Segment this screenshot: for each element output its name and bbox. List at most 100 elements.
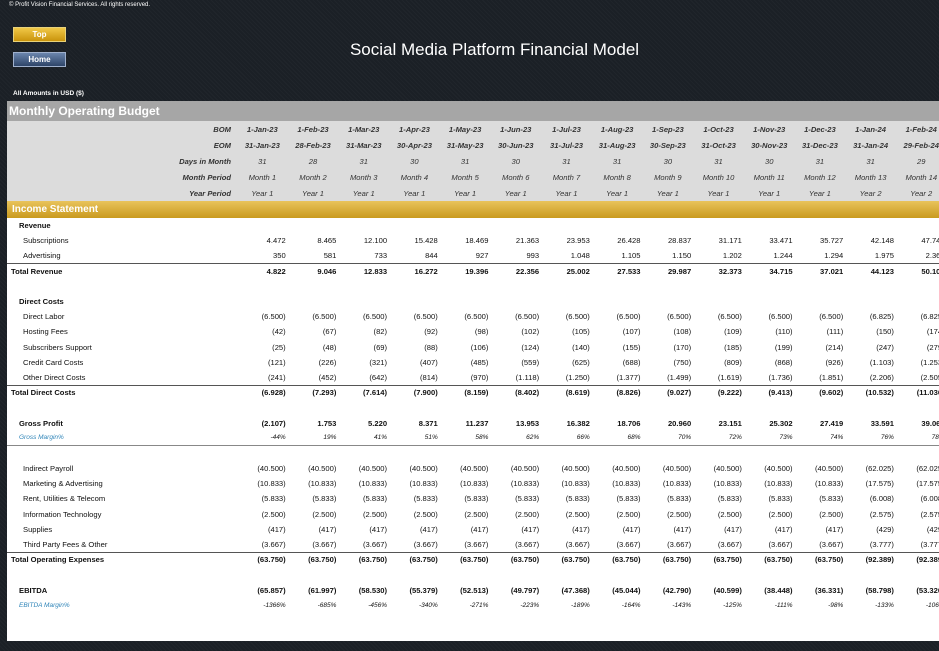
value-cell: (926) xyxy=(825,357,844,367)
value-cell: (25) xyxy=(272,342,286,352)
period-header-cell: 31-Mar-23 xyxy=(340,137,392,153)
value-cell: (9.222) xyxy=(695,384,746,401)
value-cell: (429) xyxy=(926,524,939,534)
period-header-cell: 30-Jun-23 xyxy=(492,137,544,153)
top-button[interactable]: Top xyxy=(13,27,66,42)
period-header-cell: 1-Feb-24 xyxy=(897,121,939,137)
period-header-cell: Year 1 xyxy=(340,185,392,201)
row-label: Total Revenue xyxy=(7,263,239,279)
value-cell: (47.368) xyxy=(561,585,590,595)
margin-cell: -143% xyxy=(672,601,692,609)
period-header-cell: 30-Apr-23 xyxy=(391,137,442,153)
value-cell: (2.500) xyxy=(261,509,286,519)
value-cell: (40.500) xyxy=(561,464,590,474)
period-header-cell: Year 1 xyxy=(695,185,746,201)
row-label: Marketing & Advertising xyxy=(23,479,103,489)
value-cell: (3.667) xyxy=(363,539,388,549)
value-cell: (417) xyxy=(622,524,641,534)
value-cell: 1.975 xyxy=(874,251,894,261)
value-cell: 8.371 xyxy=(418,418,438,428)
value-cell: (417) xyxy=(369,524,388,534)
period-header-cell: 1-Jul-23 xyxy=(543,121,594,137)
period-header-cell: 30 xyxy=(492,153,544,169)
value-cell: (92.389) xyxy=(847,551,898,568)
value-cell: (3.667) xyxy=(819,539,844,549)
empty-cell xyxy=(239,294,290,309)
period-header-cell: Year 1 xyxy=(492,185,544,201)
value-cell: (17.575) xyxy=(865,479,894,489)
value-cell: (3.777) xyxy=(920,539,939,549)
value-cell: (10.833) xyxy=(561,479,590,489)
empty-cell xyxy=(645,294,696,309)
value-cell: 18.469 xyxy=(465,236,489,246)
value-cell: (5.833) xyxy=(363,494,388,504)
empty-cell xyxy=(239,218,290,233)
value-cell: (2.500) xyxy=(363,509,388,519)
value-cell: 1.048 xyxy=(570,251,590,261)
value-cell: (6.500) xyxy=(464,312,489,322)
value-cell: (6.500) xyxy=(413,312,438,322)
section-label: Direct Costs xyxy=(19,297,64,307)
value-cell: (111) xyxy=(826,327,844,337)
period-header-cell: 30 xyxy=(745,153,797,169)
value-cell: (3.667) xyxy=(312,539,337,549)
value-cell: (2.107) xyxy=(261,418,286,428)
margin-cell: -456% xyxy=(368,601,388,609)
value-cell: 12.100 xyxy=(363,236,388,246)
value-cell: (2.500) xyxy=(565,509,590,519)
empty-cell xyxy=(898,218,939,233)
value-cell: (40.500) xyxy=(713,464,742,474)
value-cell: (3.667) xyxy=(667,539,692,549)
line-item-row: Subscribers Support (25) (48) (69) (88) (106)… xyxy=(7,340,939,355)
value-cell: (82) xyxy=(373,327,388,337)
margin-cell: 68% xyxy=(593,430,645,447)
margin-label: EBITDA Margin% xyxy=(19,601,70,609)
value-cell: (92.389) xyxy=(897,551,939,568)
period-header-cell: 31 xyxy=(441,153,493,169)
value-cell: 16.272 xyxy=(391,263,442,279)
period-header-cell: 31-Jan-23 xyxy=(239,137,290,153)
value-cell: (6.825) xyxy=(869,312,894,322)
value-cell: (9.602) xyxy=(796,384,848,401)
value-cell: 12.833 xyxy=(340,263,392,279)
value-cell: (10.833) xyxy=(409,479,438,489)
value-cell: 1.753 xyxy=(317,418,337,428)
value-cell: (6.500) xyxy=(768,312,793,322)
value-cell: (155) xyxy=(622,342,641,352)
amounts-note: All Amounts in USD ($) xyxy=(13,90,84,97)
period-header-cell: 31 xyxy=(695,153,746,169)
row-label: Third Party Fees & Other xyxy=(23,539,108,549)
value-cell: (10.532) xyxy=(847,384,898,401)
value-cell: 22.356 xyxy=(492,263,544,279)
value-cell: (2.500) xyxy=(768,509,793,519)
value-cell: (174) xyxy=(926,327,939,337)
period-header-cell: 31 xyxy=(796,153,848,169)
spacer-cell xyxy=(7,567,939,582)
value-cell: 37.021 xyxy=(796,263,848,279)
home-button[interactable]: Home xyxy=(13,52,66,67)
value-cell: (6.500) xyxy=(312,312,337,322)
value-cell: (9.413) xyxy=(745,384,797,401)
value-cell: (6.500) xyxy=(819,312,844,322)
period-header-label: EOM xyxy=(7,137,239,153)
value-cell: (10.833) xyxy=(764,479,793,489)
value-cell: (417) xyxy=(521,524,540,534)
value-cell: (58.798) xyxy=(865,585,894,595)
period-header-cell: Year 1 xyxy=(289,185,341,201)
value-cell: (5.833) xyxy=(768,494,793,504)
value-cell: (42) xyxy=(272,327,286,337)
row-label: Subscribers Support xyxy=(23,342,92,352)
empty-cell xyxy=(442,294,493,309)
value-cell: (42.790) xyxy=(662,585,692,595)
value-cell: (417) xyxy=(267,524,286,534)
value-cell: (3.667) xyxy=(768,539,793,549)
value-cell: (11.036) xyxy=(897,384,939,401)
value-cell: 13.953 xyxy=(515,418,540,428)
value-cell: (150) xyxy=(876,327,894,337)
value-cell: (10.833) xyxy=(358,479,388,489)
period-header-cell: 29-Feb-24 xyxy=(897,137,939,153)
total-row: Total Operating Expenses (63.750) (63.750)… xyxy=(7,551,939,568)
value-cell: (40.500) xyxy=(662,464,692,474)
value-cell: (5.833) xyxy=(312,494,337,504)
period-header-cell: Year 1 xyxy=(391,185,442,201)
